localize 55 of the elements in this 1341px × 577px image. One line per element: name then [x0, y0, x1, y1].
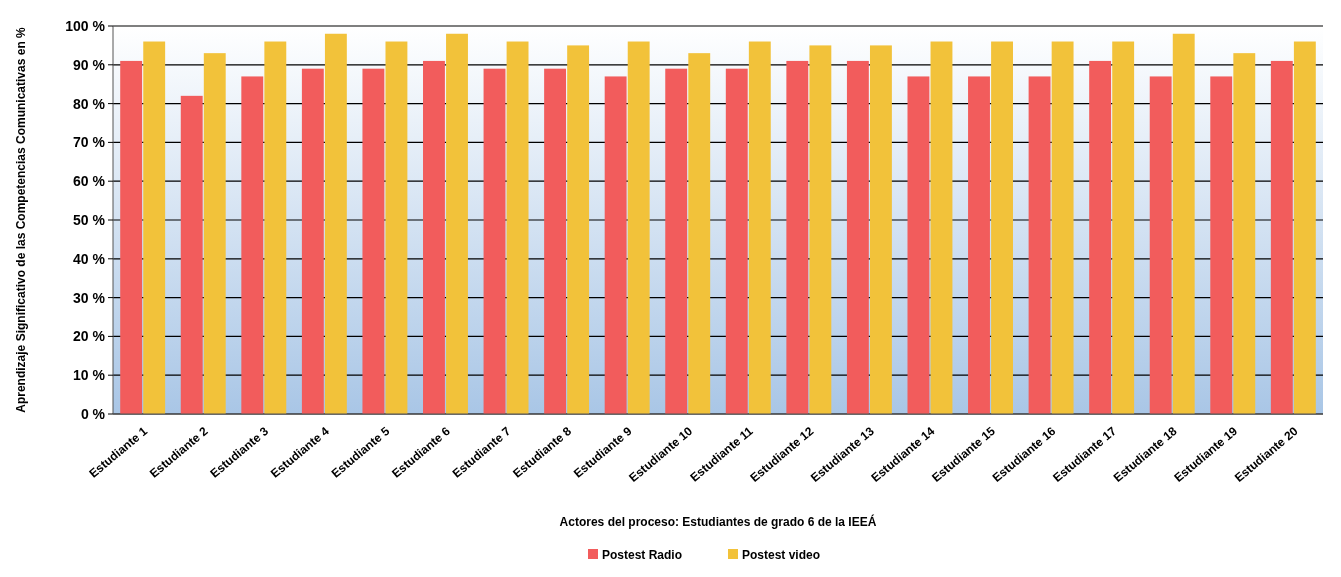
bar: [809, 45, 832, 414]
bar: [968, 76, 990, 414]
y-tick-label: 80 %: [73, 95, 106, 112]
bar: [869, 45, 892, 414]
bar: [725, 68, 748, 414]
y-tick-label: 60 %: [73, 173, 106, 190]
bar: [991, 41, 1013, 414]
y-tick-label: 10 %: [73, 367, 106, 384]
y-axis-title: Aprendizaje Significativo de las Competencias Comunicativas en %: [14, 26, 28, 413]
bar: [241, 76, 264, 414]
y-tick-label: 50 %: [73, 211, 106, 228]
legend-label: Postest Radio: [602, 548, 683, 562]
y-tick-label: 0 %: [80, 405, 106, 422]
bar: [544, 68, 567, 414]
y-tick-label: 90 %: [73, 56, 106, 73]
bar: [203, 53, 226, 414]
bar: [264, 41, 287, 414]
y-tick-label: 20 %: [73, 328, 106, 345]
bar: [1149, 76, 1172, 414]
bar: [1028, 76, 1051, 414]
bar: [1293, 41, 1316, 414]
bar: [180, 95, 203, 414]
bar: [786, 60, 809, 414]
bar: [120, 60, 143, 414]
legend-label: Postest video: [742, 548, 821, 562]
bar: [907, 76, 930, 414]
bar: [1210, 76, 1233, 414]
bar: [483, 68, 506, 414]
bar: [748, 41, 771, 414]
bar: [446, 33, 468, 414]
bar: [627, 41, 650, 414]
bar: [301, 68, 324, 414]
bar: [688, 53, 711, 414]
bar: [665, 68, 688, 414]
bar: [567, 45, 590, 414]
bar: [1172, 33, 1195, 414]
y-tick-label: 70 %: [73, 134, 106, 151]
bar: [1051, 41, 1074, 414]
bar: [423, 60, 445, 414]
bar: [604, 76, 627, 414]
y-tick-label: 30 %: [73, 289, 106, 306]
bar: [324, 33, 347, 414]
y-tick-label: 100 %: [65, 17, 106, 34]
y-tick-label: 40 %: [73, 250, 106, 267]
bar: [930, 41, 953, 414]
bar: [1112, 41, 1135, 414]
bar: [1233, 53, 1256, 414]
bar: [846, 60, 869, 414]
bar: [362, 68, 385, 414]
bar: [143, 41, 166, 414]
bar: [385, 41, 408, 414]
bar: [1270, 60, 1293, 414]
bar: [1089, 60, 1112, 414]
x-axis-title: Actores del proceso: Estudiantes de grado 6 de la IEEÁ: [559, 514, 877, 529]
bar: [506, 41, 529, 414]
